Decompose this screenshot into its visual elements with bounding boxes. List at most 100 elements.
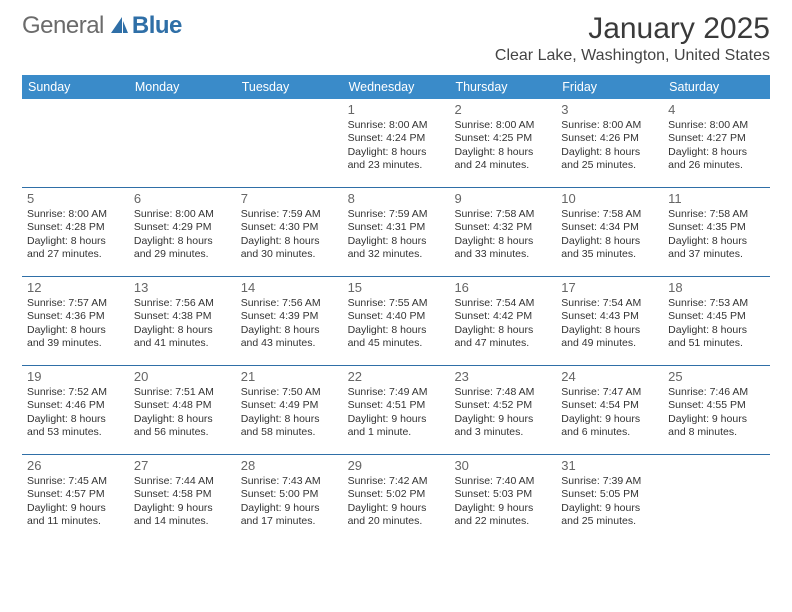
day-cell-empty xyxy=(22,99,129,187)
sunset-line: Sunset: 4:38 PM xyxy=(134,310,231,323)
location-subtitle: Clear Lake, Washington, United States xyxy=(495,47,770,65)
daylight-line-2: and 1 minute. xyxy=(348,426,445,439)
brand-part1: General xyxy=(22,12,104,40)
daylight-line-2: and 41 minutes. xyxy=(134,337,231,350)
daylight-line-1: Daylight: 8 hours xyxy=(454,324,551,337)
day-number: 28 xyxy=(241,458,338,474)
day-cell: 27Sunrise: 7:44 AMSunset: 4:58 PMDayligh… xyxy=(129,455,236,543)
sunrise-line: Sunrise: 7:40 AM xyxy=(454,475,551,488)
sunset-line: Sunset: 4:31 PM xyxy=(348,221,445,234)
daylight-line-2: and 51 minutes. xyxy=(668,337,765,350)
sunset-line: Sunset: 4:32 PM xyxy=(454,221,551,234)
brand-part2: Blue xyxy=(132,12,182,40)
weekday-header: Tuesday xyxy=(236,75,343,99)
daylight-line-1: Daylight: 9 hours xyxy=(27,502,124,515)
day-cell: 9Sunrise: 7:58 AMSunset: 4:32 PMDaylight… xyxy=(449,188,556,276)
daylight-line-2: and 25 minutes. xyxy=(561,159,658,172)
daylight-line-2: and 56 minutes. xyxy=(134,426,231,439)
daylight-line-2: and 53 minutes. xyxy=(27,426,124,439)
sunset-line: Sunset: 4:43 PM xyxy=(561,310,658,323)
sunset-line: Sunset: 4:45 PM xyxy=(668,310,765,323)
day-cell: 15Sunrise: 7:55 AMSunset: 4:40 PMDayligh… xyxy=(343,277,450,365)
daylight-line-1: Daylight: 8 hours xyxy=(27,324,124,337)
day-number: 20 xyxy=(134,369,231,385)
sunset-line: Sunset: 5:03 PM xyxy=(454,488,551,501)
day-number: 14 xyxy=(241,280,338,296)
day-number: 2 xyxy=(454,102,551,118)
sunset-line: Sunset: 4:26 PM xyxy=(561,132,658,145)
daylight-line-1: Daylight: 8 hours xyxy=(454,235,551,248)
day-cell: 19Sunrise: 7:52 AMSunset: 4:46 PMDayligh… xyxy=(22,366,129,454)
day-cell: 8Sunrise: 7:59 AMSunset: 4:31 PMDaylight… xyxy=(343,188,450,276)
day-number: 8 xyxy=(348,191,445,207)
daylight-line-2: and 8 minutes. xyxy=(668,426,765,439)
sunrise-line: Sunrise: 7:51 AM xyxy=(134,386,231,399)
daylight-line-2: and 45 minutes. xyxy=(348,337,445,350)
daylight-line-1: Daylight: 8 hours xyxy=(348,324,445,337)
weekday-header: Friday xyxy=(556,75,663,99)
sunset-line: Sunset: 4:28 PM xyxy=(27,221,124,234)
sunrise-line: Sunrise: 7:46 AM xyxy=(668,386,765,399)
daylight-line-2: and 6 minutes. xyxy=(561,426,658,439)
day-cell: 22Sunrise: 7:49 AMSunset: 4:51 PMDayligh… xyxy=(343,366,450,454)
sunrise-line: Sunrise: 7:49 AM xyxy=(348,386,445,399)
daylight-line-2: and 14 minutes. xyxy=(134,515,231,528)
sunrise-line: Sunrise: 7:52 AM xyxy=(27,386,124,399)
daylight-line-2: and 37 minutes. xyxy=(668,248,765,261)
day-cell: 18Sunrise: 7:53 AMSunset: 4:45 PMDayligh… xyxy=(663,277,770,365)
title-block: January 2025 Clear Lake, Washington, Uni… xyxy=(495,12,770,65)
daylight-line-1: Daylight: 9 hours xyxy=(454,502,551,515)
daylight-line-2: and 29 minutes. xyxy=(134,248,231,261)
day-cell: 4Sunrise: 8:00 AMSunset: 4:27 PMDaylight… xyxy=(663,99,770,187)
day-cell: 2Sunrise: 8:00 AMSunset: 4:25 PMDaylight… xyxy=(449,99,556,187)
sunset-line: Sunset: 5:02 PM xyxy=(348,488,445,501)
sunset-line: Sunset: 4:36 PM xyxy=(27,310,124,323)
day-number: 12 xyxy=(27,280,124,296)
sunset-line: Sunset: 4:24 PM xyxy=(348,132,445,145)
daylight-line-1: Daylight: 9 hours xyxy=(348,502,445,515)
day-number: 25 xyxy=(668,369,765,385)
daylight-line-1: Daylight: 9 hours xyxy=(241,502,338,515)
day-cell: 23Sunrise: 7:48 AMSunset: 4:52 PMDayligh… xyxy=(449,366,556,454)
daylight-line-1: Daylight: 8 hours xyxy=(27,413,124,426)
daylight-line-1: Daylight: 9 hours xyxy=(561,502,658,515)
sunrise-line: Sunrise: 7:58 AM xyxy=(561,208,658,221)
day-cell: 30Sunrise: 7:40 AMSunset: 5:03 PMDayligh… xyxy=(449,455,556,543)
day-number: 10 xyxy=(561,191,658,207)
sunrise-line: Sunrise: 7:39 AM xyxy=(561,475,658,488)
day-cell: 31Sunrise: 7:39 AMSunset: 5:05 PMDayligh… xyxy=(556,455,663,543)
sunrise-line: Sunrise: 7:42 AM xyxy=(348,475,445,488)
daylight-line-2: and 58 minutes. xyxy=(241,426,338,439)
daylight-line-1: Daylight: 8 hours xyxy=(561,324,658,337)
daylight-line-1: Daylight: 8 hours xyxy=(454,146,551,159)
sail-icon xyxy=(108,15,130,37)
daylight-line-2: and 23 minutes. xyxy=(348,159,445,172)
day-number: 13 xyxy=(134,280,231,296)
sunrise-line: Sunrise: 8:00 AM xyxy=(348,119,445,132)
day-number: 24 xyxy=(561,369,658,385)
sunrise-line: Sunrise: 7:54 AM xyxy=(454,297,551,310)
daylight-line-1: Daylight: 9 hours xyxy=(134,502,231,515)
daylight-line-1: Daylight: 8 hours xyxy=(134,324,231,337)
daylight-line-1: Daylight: 9 hours xyxy=(348,413,445,426)
sunset-line: Sunset: 4:40 PM xyxy=(348,310,445,323)
weekday-header: Sunday xyxy=(22,75,129,99)
day-number: 22 xyxy=(348,369,445,385)
header: General Blue January 2025 Clear Lake, Wa… xyxy=(22,12,770,65)
day-cell-empty xyxy=(663,455,770,543)
calendar: SundayMondayTuesdayWednesdayThursdayFrid… xyxy=(22,75,770,543)
day-cell: 28Sunrise: 7:43 AMSunset: 5:00 PMDayligh… xyxy=(236,455,343,543)
daylight-line-2: and 17 minutes. xyxy=(241,515,338,528)
month-title: January 2025 xyxy=(495,12,770,45)
day-cell: 13Sunrise: 7:56 AMSunset: 4:38 PMDayligh… xyxy=(129,277,236,365)
day-cell: 1Sunrise: 8:00 AMSunset: 4:24 PMDaylight… xyxy=(343,99,450,187)
day-number: 3 xyxy=(561,102,658,118)
daylight-line-1: Daylight: 8 hours xyxy=(348,235,445,248)
sunset-line: Sunset: 5:05 PM xyxy=(561,488,658,501)
sunrise-line: Sunrise: 8:00 AM xyxy=(561,119,658,132)
sunrise-line: Sunrise: 7:58 AM xyxy=(668,208,765,221)
sunset-line: Sunset: 4:35 PM xyxy=(668,221,765,234)
week-row: 12Sunrise: 7:57 AMSunset: 4:36 PMDayligh… xyxy=(22,276,770,365)
day-number: 17 xyxy=(561,280,658,296)
daylight-line-1: Daylight: 8 hours xyxy=(134,235,231,248)
